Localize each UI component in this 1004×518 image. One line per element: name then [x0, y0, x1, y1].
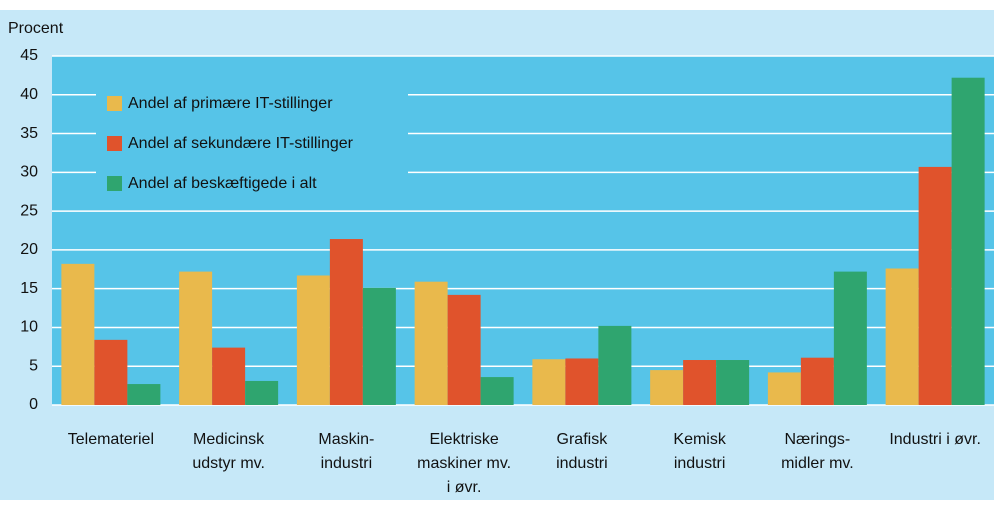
- x-tick-label: Medicinsk: [193, 431, 265, 448]
- x-tick-label: udstyr mv.: [192, 455, 265, 472]
- y-tick-label: 30: [20, 164, 38, 181]
- bar: [245, 380, 279, 405]
- y-tick-label: 35: [20, 125, 38, 142]
- y-tick-label: 5: [29, 357, 38, 374]
- x-tick-label: Industri i øvr.: [889, 431, 981, 448]
- legend-swatch: [107, 96, 122, 111]
- legend-swatch: [107, 136, 122, 151]
- bar: [918, 166, 952, 405]
- x-tick-label: industri: [674, 455, 726, 472]
- x-tick-label: Elektriske: [429, 431, 498, 448]
- x-tick-label: Telemateriel: [68, 431, 154, 448]
- y-tick-label: 45: [20, 47, 38, 64]
- x-tick-label: i øvr.: [447, 479, 482, 496]
- x-tick-label: midler mv.: [781, 455, 854, 472]
- y-tick-label: 25: [20, 202, 38, 219]
- bar: [532, 359, 566, 405]
- y-axis-label: Procent: [8, 20, 64, 37]
- legend-label: Andel af primære IT-stillinger: [128, 95, 333, 112]
- bar: [885, 268, 919, 405]
- x-tick-label: Nærings-: [784, 431, 850, 448]
- bar: [127, 384, 161, 405]
- bar: [296, 275, 330, 405]
- bar: [683, 360, 717, 405]
- bar: [833, 271, 867, 405]
- legend-swatch: [107, 176, 122, 191]
- x-tick-label: maskiner mv.: [417, 455, 511, 472]
- bar: [650, 370, 684, 405]
- bar: [414, 281, 448, 405]
- bar: [767, 372, 801, 405]
- y-tick-label: 0: [29, 396, 38, 413]
- bar: [447, 294, 481, 405]
- bar: [480, 377, 514, 405]
- bar: [598, 325, 632, 405]
- bar: [179, 271, 213, 405]
- x-tick-label: industri: [556, 455, 608, 472]
- x-tick-label: industri: [321, 455, 373, 472]
- legend-box: [96, 82, 408, 204]
- bar: [565, 358, 599, 405]
- x-tick-label: Maskin-: [318, 431, 374, 448]
- bar: [329, 239, 363, 405]
- bar: [951, 77, 985, 406]
- y-tick-label: 20: [20, 241, 38, 258]
- x-tick-label: Kemisk: [673, 431, 726, 448]
- bar: [94, 339, 128, 405]
- bar: [212, 347, 246, 405]
- bar: [716, 360, 750, 405]
- bar: [800, 357, 834, 405]
- legend-label: Andel af beskæftigede i alt: [128, 175, 317, 192]
- x-tick-label: Grafisk: [557, 431, 609, 448]
- legend-label: Andel af sekundære IT-stillinger: [128, 135, 354, 152]
- bar: [362, 287, 396, 405]
- y-tick-label: 15: [20, 280, 38, 297]
- y-tick-label: 40: [20, 86, 38, 103]
- bar: [61, 263, 95, 405]
- y-tick-label: 10: [20, 319, 38, 336]
